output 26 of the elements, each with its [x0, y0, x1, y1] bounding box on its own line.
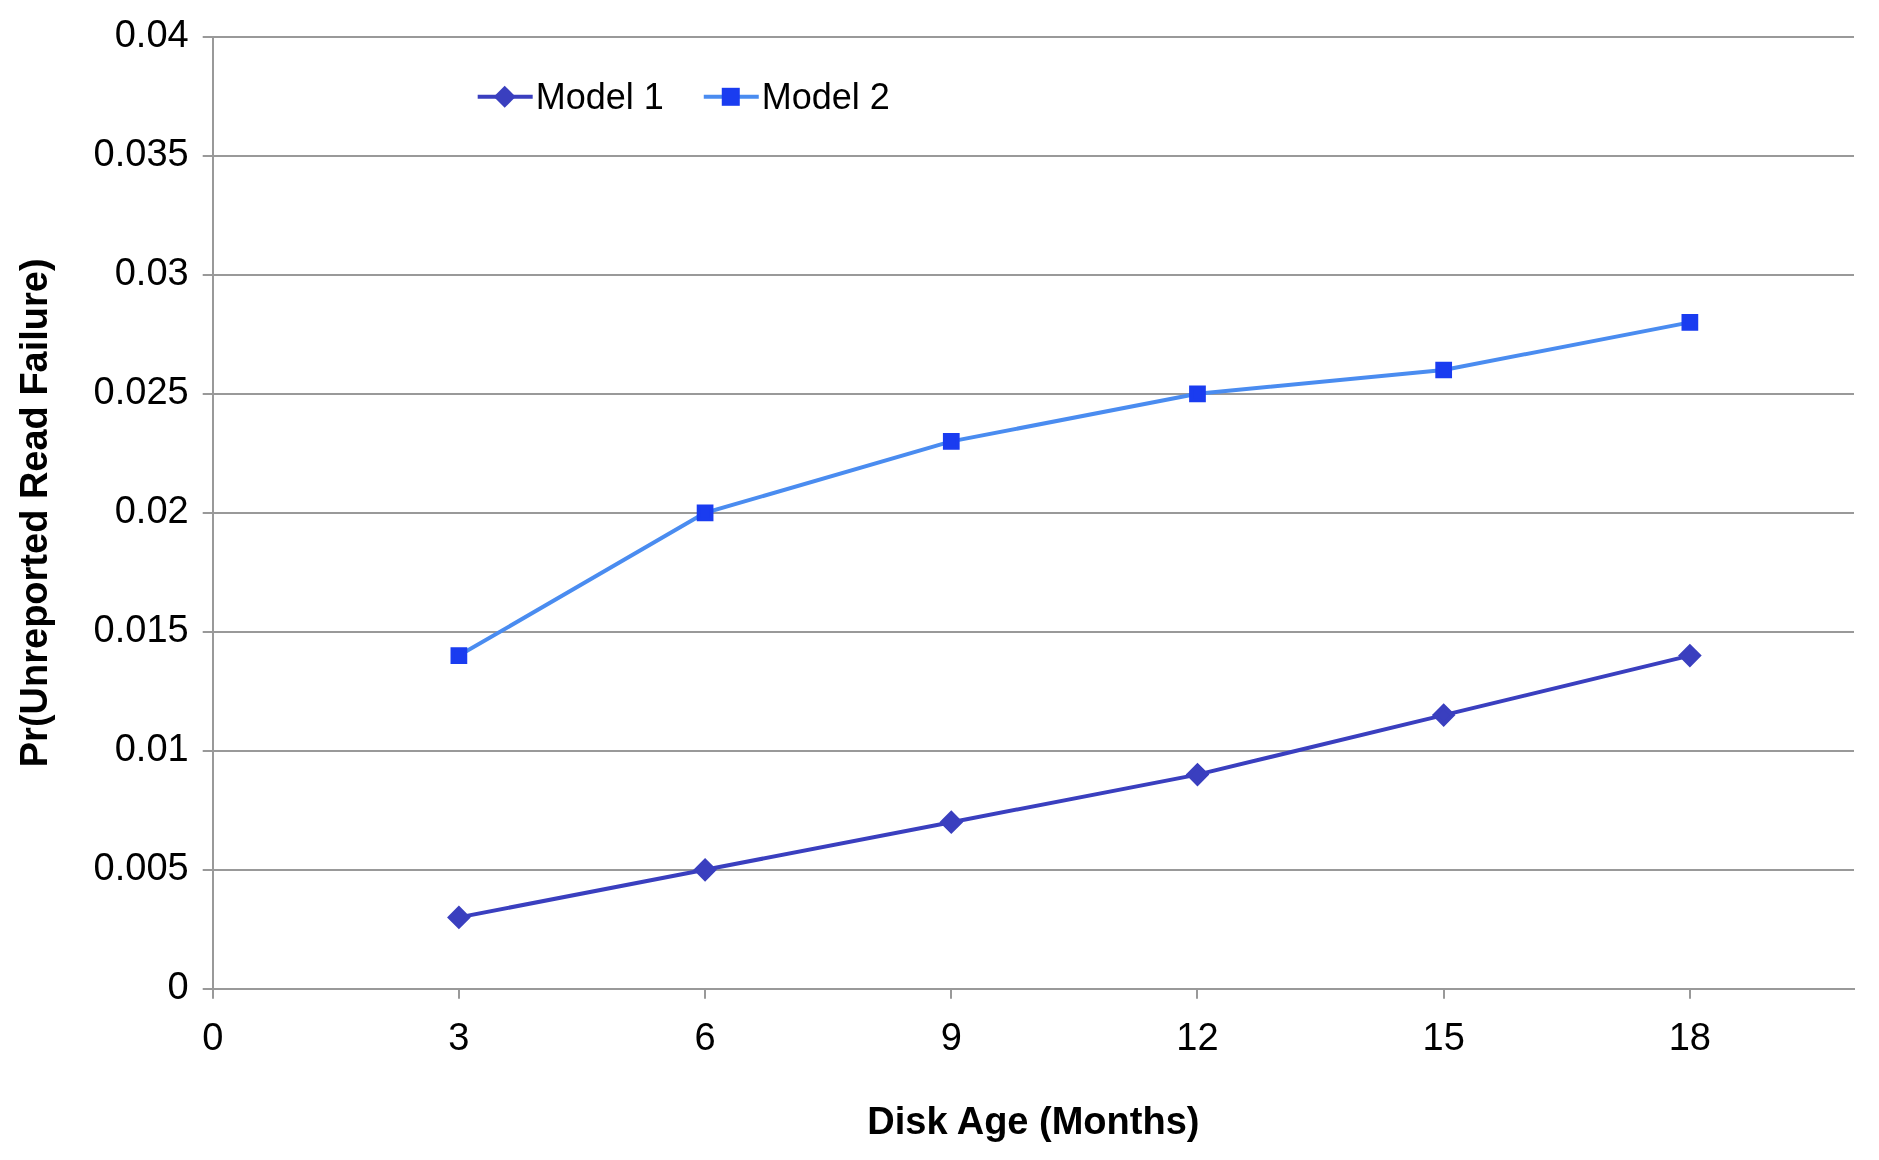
- y-tick-label: 0.02: [114, 489, 189, 532]
- x-tick-label: 0: [202, 1016, 224, 1059]
- point: [940, 811, 963, 834]
- point: [447, 906, 470, 929]
- x-tick-label: 9: [940, 1016, 962, 1059]
- y-tick-label: 0.04: [114, 13, 189, 56]
- point: [1186, 763, 1209, 786]
- y-tick-label: 0.025: [93, 370, 189, 413]
- y-tick-label: 0.005: [93, 846, 189, 889]
- y-tick-label: 0.035: [93, 132, 189, 175]
- legend-label: Model 1: [535, 75, 664, 117]
- y-tick-label: 0.01: [114, 727, 189, 770]
- point: [694, 858, 717, 881]
- x-tick-label: 18: [1668, 1016, 1712, 1059]
- y-tick-label: 0.03: [114, 251, 189, 294]
- y-tick-label: 0: [167, 965, 189, 1008]
- x-axis-title: Disk Age (Months): [867, 1099, 1200, 1142]
- legend-label: Model 2: [761, 75, 890, 117]
- y-axis-title: Pr(Unreported Read Failure): [13, 258, 56, 768]
- x-tick-label: 15: [1422, 1016, 1465, 1059]
- x-tick-label: 3: [448, 1016, 470, 1059]
- x-tick-label: 6: [694, 1016, 716, 1059]
- point: [1432, 704, 1455, 727]
- point: [1678, 644, 1701, 667]
- y-tick-label: 0.015: [93, 608, 189, 651]
- x-tick-label: 12: [1176, 1016, 1219, 1059]
